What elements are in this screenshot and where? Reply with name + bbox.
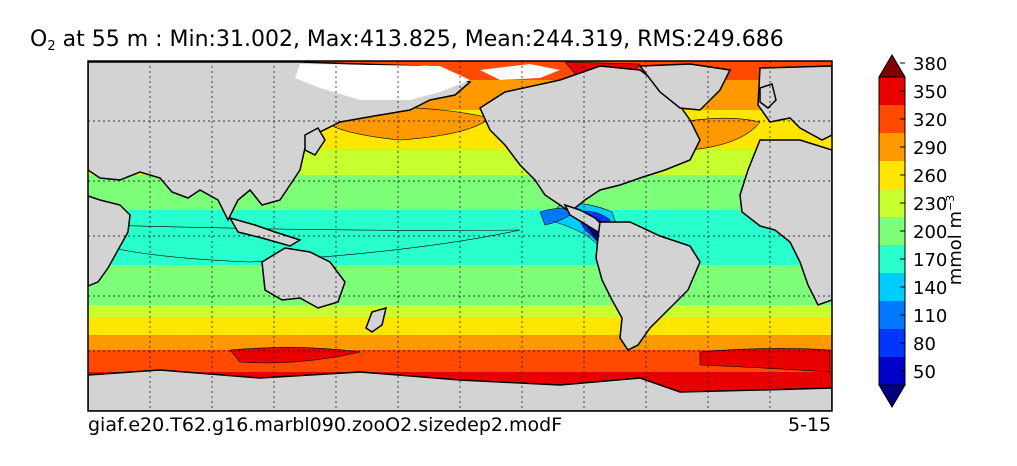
australia (261, 247, 346, 309)
colorbar-tick-label-3: 140 (913, 278, 947, 299)
years-label: 5-15 (788, 414, 832, 436)
colorbar-tick-label-1: 80 (913, 334, 936, 355)
africa (88, 195, 131, 287)
colorbar-tick-label-6: 230 (913, 194, 947, 215)
map-grid (88, 61, 832, 411)
eurasia (757, 65, 832, 141)
colorbar-extend-min (878, 384, 906, 408)
indonesia (228, 216, 302, 247)
north-america (479, 65, 701, 213)
equatorial-band (99, 224, 521, 263)
land-masses (88, 61, 832, 411)
figure-title: O2 at 55 m : Min:31.002, Max:413.825, Me… (30, 26, 784, 61)
greenland (638, 63, 732, 111)
title-variable: O (30, 27, 48, 52)
southern-ocean-high (699, 348, 831, 373)
colorbar: 50 80 110 140 170 200 230 260 290 320 350 380 (878, 54, 947, 408)
colorbar-tick-label-4: 170 (913, 250, 947, 271)
colorbar-tick-label-8: 290 (913, 138, 947, 159)
case-name-label: giaf.e20.T62.g16.marbl090.zooO2.sizedep2… (88, 414, 563, 436)
colorbar-unit-text: mmol m (945, 210, 966, 286)
sea-ice (295, 64, 560, 100)
south-america (595, 221, 701, 351)
british-isles (759, 83, 777, 109)
title-variable-subscript: 2 (47, 39, 56, 54)
colorbar-unit-exponent: −3 (944, 194, 957, 211)
colorbar-extend-max (878, 54, 906, 78)
title-stats: at 55 m : Min:31.002, Max:413.825, Mean:… (55, 27, 784, 52)
colorbar-tick-label-5: 200 (913, 222, 947, 243)
map-frame (87, 60, 833, 412)
colorbar-unit-label: mmol m−3 (944, 195, 966, 286)
colorbar-tick-label-2: 110 (913, 306, 947, 327)
colorbar-tick-label-0: 50 (913, 362, 936, 383)
ocean-map (88, 61, 832, 411)
colorbar-tick-label-11: 380 (913, 54, 947, 75)
new-zealand (365, 306, 388, 333)
asia (88, 61, 472, 222)
colorbar-tick-label-10: 350 (913, 82, 947, 103)
antarctica (88, 369, 832, 411)
japan (304, 126, 326, 156)
colorbar-tick-label-7: 260 (913, 166, 947, 187)
colorbar-tick-label-9: 320 (913, 110, 947, 131)
